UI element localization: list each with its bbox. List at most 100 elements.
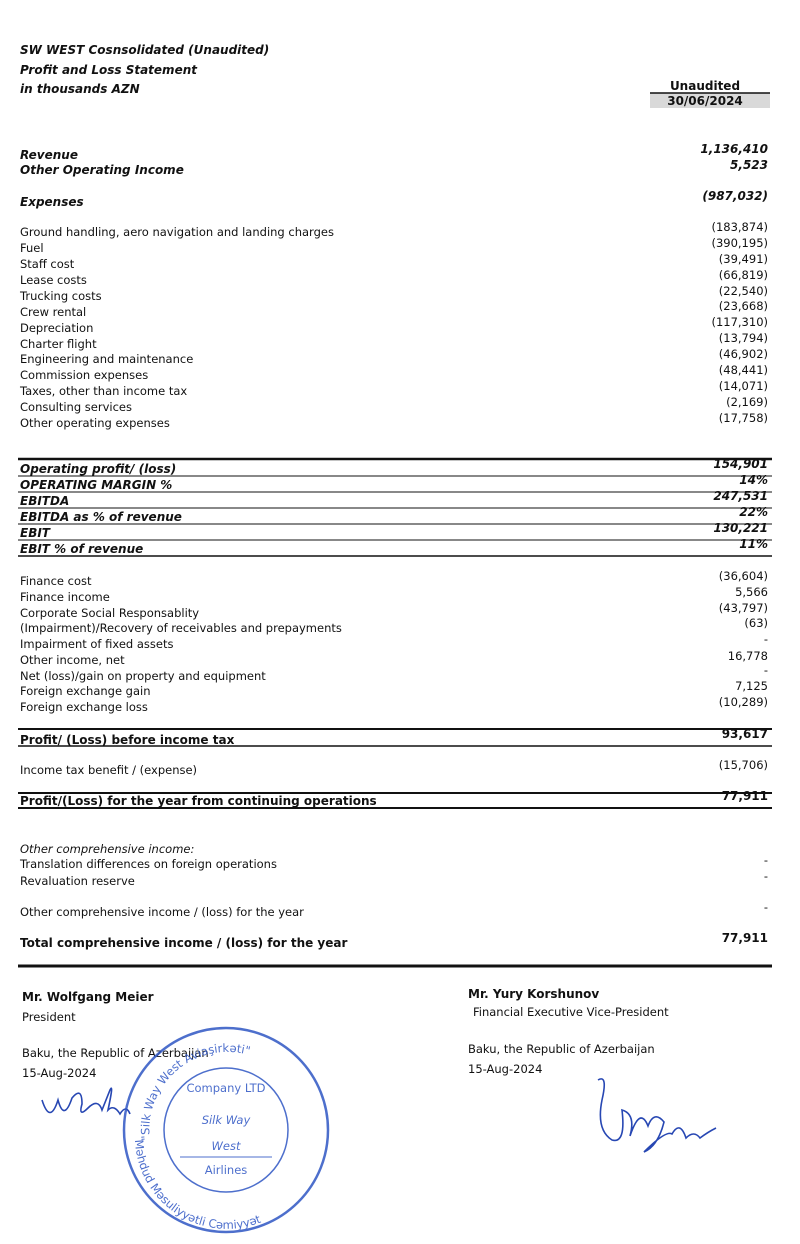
- signature-date: 15-Aug-2024: [468, 1062, 542, 1076]
- row-label: Total comprehensive income / (loss) for …: [20, 936, 347, 950]
- row-label: Translation differences on foreign opera…: [19, 857, 277, 871]
- row-value: (10,289): [719, 695, 768, 709]
- row-label: Finance cost: [20, 574, 92, 588]
- row-label: Revenue: [20, 148, 78, 162]
- row-value: (987,032): [702, 189, 768, 203]
- row-label: Foreign exchange loss: [20, 700, 148, 714]
- row-label: Ground handling, aero navigation and lan…: [20, 225, 334, 239]
- row-label: EBIT % of revenue: [20, 542, 143, 556]
- row-label: Foreign exchange gain: [20, 684, 151, 698]
- row-label: Profit/ (Loss) before income tax: [20, 733, 235, 747]
- row-label: Expenses: [20, 195, 84, 209]
- stamp-brand-1: Silk Way: [202, 1113, 251, 1127]
- row-value: (390,195): [711, 236, 768, 250]
- row-label: Crew rental: [20, 305, 86, 319]
- row-value: 154,901: [713, 457, 768, 471]
- row-value: 1,136,410: [700, 142, 768, 156]
- row-label: Commission expenses: [20, 368, 148, 382]
- row-value: (15,706): [719, 758, 768, 772]
- row-label: Income tax benefit / (expense): [20, 763, 197, 777]
- row-value: -: [764, 900, 768, 914]
- signature-left: [41, 1087, 131, 1116]
- row-value: -: [764, 853, 768, 867]
- row-label: Impairment of fixed assets: [20, 637, 173, 651]
- row-label: Other operating expenses: [20, 416, 170, 430]
- row-value: (39,491): [719, 252, 768, 266]
- row-label: Consulting services: [20, 400, 132, 414]
- row-value: -: [764, 632, 768, 646]
- row-value: (66,819): [719, 268, 768, 282]
- row-label: Engineering and maintenance: [20, 352, 193, 366]
- signatures: Mr. Wolfgang Meier President Baku, the Rep…: [22, 987, 669, 1080]
- row-label: Profit/(Loss) for the year from continui…: [20, 794, 377, 808]
- stamp-company: Company LTD: [186, 1081, 265, 1095]
- row-value: 14%: [739, 473, 768, 487]
- stamp-ring: [122, 1026, 330, 1234]
- row-value: (48,441): [719, 363, 768, 377]
- row-label: EBITDA as % of revenue: [20, 510, 182, 524]
- statement-rows: Revenue 1,136,410 Other Operating Income 5,…: [19, 142, 768, 950]
- row-value: (13,794): [719, 331, 768, 345]
- row-label: EBIT: [20, 526, 51, 540]
- row-value: 247,531: [713, 489, 768, 503]
- row-label: Staff cost: [20, 257, 75, 271]
- row-value: -: [764, 869, 768, 883]
- signature-name: Mr. Yury Korshunov: [468, 987, 599, 1001]
- row-label: Fuel: [20, 241, 44, 255]
- row-value: 130,221: [713, 521, 768, 535]
- signature-date: 15-Aug-2024: [22, 1066, 96, 1080]
- signature-position: President: [22, 1010, 76, 1024]
- row-value: 7,125: [735, 679, 768, 693]
- row-label: Finance income: [20, 590, 110, 604]
- row-value: 77,911: [722, 789, 768, 803]
- row-label: Trucking costs: [19, 289, 102, 303]
- row-label: Other comprehensive income / (loss) for …: [20, 905, 304, 919]
- row-value: 93,617: [722, 727, 768, 741]
- row-value: (14,071): [719, 379, 768, 393]
- row-label: (Impairment)/Recovery of receivables and…: [20, 621, 342, 635]
- stamp-brand-3: Airlines: [205, 1163, 248, 1177]
- signature-right: [597, 1078, 717, 1153]
- row-label: Other income, net: [20, 653, 125, 667]
- row-value: (2,169): [726, 395, 768, 409]
- period: 30/06/2024: [667, 94, 743, 108]
- column-label: Unaudited: [670, 79, 740, 93]
- row-label: Other Operating Income: [20, 163, 184, 177]
- signature-place: Baku, the Republic of Azerbaijan: [468, 1042, 655, 1056]
- row-label: Charter flight: [20, 337, 97, 351]
- row-value: (23,668): [719, 299, 768, 313]
- rules: [18, 457, 772, 968]
- row-value: (63): [744, 616, 768, 630]
- row-value: (46,902): [719, 347, 768, 361]
- row-value: -: [764, 663, 768, 677]
- period-background: [650, 93, 770, 108]
- row-value: (36,604): [719, 569, 768, 583]
- row-label: Corporate Social Responsablity: [20, 606, 199, 620]
- row-label: Revaluation reserve: [20, 874, 135, 888]
- title: SW WEST Cosnsolidated (Unaudited): [20, 43, 269, 57]
- row-value: 16,778: [728, 649, 768, 663]
- stamp-brand-2: West: [212, 1139, 241, 1153]
- row-value: (17,758): [719, 411, 768, 425]
- row-value: 11%: [739, 537, 768, 551]
- row-label: Lease costs: [20, 273, 87, 287]
- row-label: Depreciation: [20, 321, 93, 335]
- row-label: Net (loss)/gain on property and equipmen…: [20, 669, 266, 683]
- row-value: (117,310): [711, 315, 768, 329]
- signature-position: Financial Executive Vice-President: [473, 1005, 669, 1019]
- signature-name: Mr. Wolfgang Meier: [22, 990, 154, 1004]
- row-label: OPERATING MARGIN %: [20, 478, 172, 492]
- row-value: (183,874): [711, 220, 768, 234]
- row-label: Taxes, other than income tax: [19, 384, 187, 398]
- row-value: 77,911: [722, 931, 768, 945]
- row-value: 5,523: [730, 158, 768, 172]
- stamp-inner-ring: [163, 1067, 289, 1193]
- stamp: "Silk Way West Aviaşirkəti" Məhdud Məsul…: [122, 1026, 330, 1234]
- subtitle: Profit and Loss Statement: [20, 63, 198, 77]
- row-label: Other comprehensive income:: [20, 842, 194, 856]
- row-label: EBITDA: [20, 494, 69, 508]
- row-label: Operating profit/ (loss): [20, 462, 176, 476]
- row-value: 22%: [739, 505, 768, 519]
